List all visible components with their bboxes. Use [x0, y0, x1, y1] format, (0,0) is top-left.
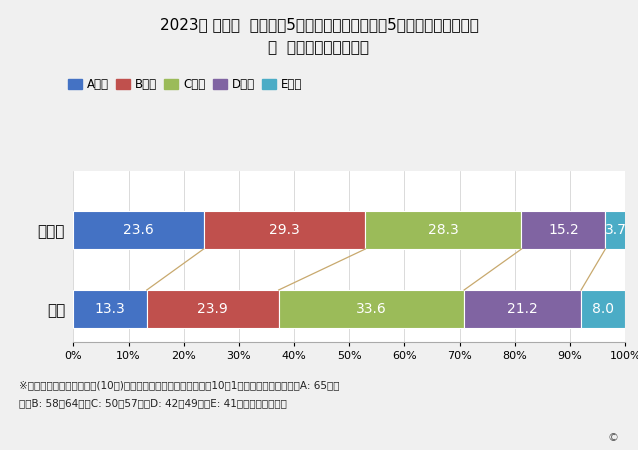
- Text: 23.6: 23.6: [123, 223, 154, 237]
- Text: ©: ©: [608, 433, 619, 443]
- Text: 21.2: 21.2: [507, 302, 538, 316]
- Bar: [204, 211, 366, 249]
- Text: 8.0: 8.0: [592, 302, 614, 316]
- Text: ※体力・運動能力総合評価(10歳)は新体力テストの項目別得点（10～1点）の合計によって、A: 65点以: ※体力・運動能力総合評価(10歳)は新体力テストの項目別得点（10～1点）の合計…: [19, 380, 339, 390]
- Text: 28.3: 28.3: [428, 223, 459, 237]
- Text: 13.3: 13.3: [94, 302, 126, 316]
- Text: 29.3: 29.3: [269, 223, 300, 237]
- Text: 2023年 奈良県  女子小学5年生の体力運動能力の5段階評価による分布: 2023年 奈良県 女子小学5年生の体力運動能力の5段階評価による分布: [160, 17, 478, 32]
- Text: 上、B: 58～64点、C: 50～57点、D: 42～49点、E: 41点以下としている: 上、B: 58～64点、C: 50～57点、D: 42～49点、E: 41点以下…: [19, 398, 287, 408]
- Bar: [605, 211, 626, 249]
- Text: 15.2: 15.2: [548, 223, 579, 237]
- Bar: [73, 211, 204, 249]
- Text: 23.9: 23.9: [197, 302, 228, 316]
- Bar: [464, 290, 581, 328]
- Text: 3.7: 3.7: [605, 223, 627, 237]
- Text: ～  全国平均との比較～: ～ 全国平均との比較～: [269, 40, 369, 55]
- Bar: [279, 290, 464, 328]
- Legend: A段階, B段階, C段階, D段階, E段階: A段階, B段階, C段階, D段階, E段階: [68, 78, 302, 91]
- Text: 33.6: 33.6: [356, 302, 387, 316]
- Bar: [521, 211, 605, 249]
- Bar: [147, 290, 279, 328]
- Bar: [366, 211, 521, 249]
- Bar: [581, 290, 625, 328]
- Bar: [73, 290, 147, 328]
